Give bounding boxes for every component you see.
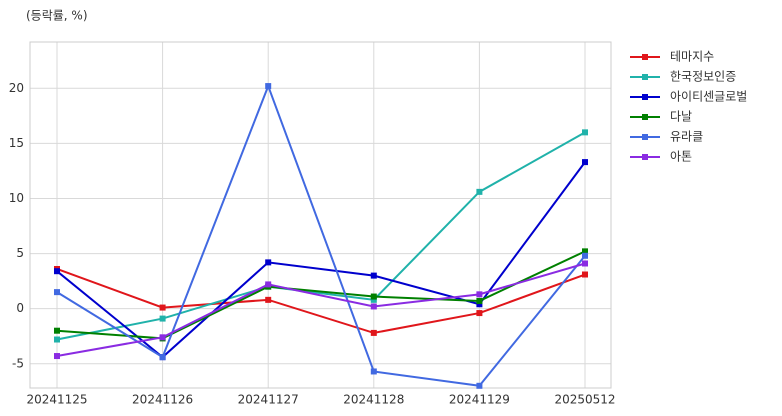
point [54,268,60,275]
point [54,336,60,343]
legend-marker [642,114,648,120]
plot-frame [29,41,612,389]
point [370,303,377,310]
series-line [56,250,586,340]
point [370,368,377,375]
legend-label: 아이티센글로벌 [670,90,747,104]
x-tick-label: 20241127 [238,393,299,407]
point [582,129,588,136]
point [265,259,272,266]
point [582,271,588,278]
point [476,301,483,308]
point [582,260,588,267]
point [370,293,377,300]
legend-label: 테마지수 [670,50,714,64]
point [476,382,483,389]
unit-label: (등락률, %) [26,9,88,23]
point [582,252,588,259]
point [476,310,483,317]
point [54,353,60,360]
x-tick-label: 20241126 [132,393,193,407]
point [265,296,272,303]
point [265,281,272,288]
point [159,334,166,341]
series-line [56,83,586,387]
x-tick-label: 20250512 [554,393,615,407]
point [265,83,272,90]
x-tick-label: 20241128 [343,393,404,407]
point [476,188,483,195]
x-tick-label: 20241125 [26,393,87,407]
series-line [56,268,586,334]
series-line [56,161,586,359]
series-line [56,131,586,341]
point [582,159,588,166]
y-tick-label: 0 [16,301,24,315]
point [370,296,377,303]
point [370,272,377,279]
y-tick-label: 5 [16,246,24,260]
legend-marker [642,54,648,60]
legend-marker [642,74,648,80]
legend-marker [642,154,648,160]
x-tick-label: 20241129 [449,393,510,407]
point [159,354,166,361]
legend-label: 유라클 [670,130,703,144]
point [582,248,588,255]
point [476,297,483,304]
point [54,327,60,334]
y-tick-label: 20 [9,81,24,95]
legend-label: 한국정보인증 [670,70,736,84]
point [159,304,166,311]
y-tick-label: 15 [9,136,24,150]
point [54,289,60,296]
y-tick-label: -5 [12,356,24,370]
point [159,315,166,322]
legend-label: 다날 [670,110,692,124]
legend-label: 아톤 [670,150,692,164]
legend-marker [642,134,648,140]
series-line [56,262,586,358]
point [370,329,377,336]
legend-marker [642,94,648,100]
point [476,291,483,298]
y-tick-label: 10 [9,191,24,205]
